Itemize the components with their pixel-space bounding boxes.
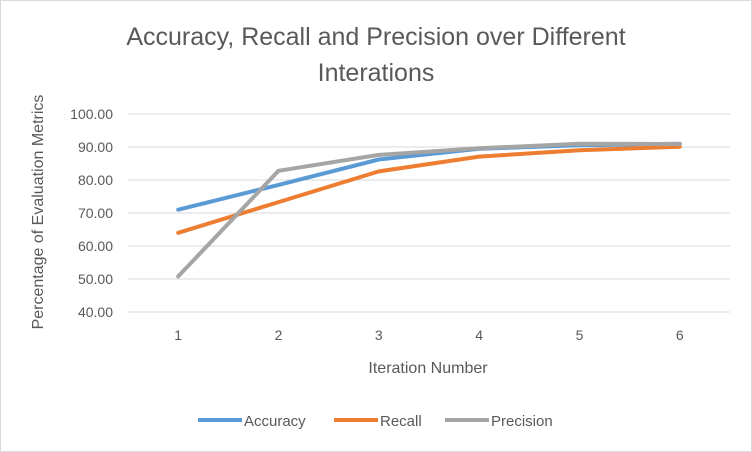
y-tick-label: 50.00 (78, 271, 113, 287)
data-point-precision (378, 154, 380, 156)
legend-label-precision: Precision (491, 413, 553, 430)
x-tick-label: 6 (676, 327, 684, 343)
legend: Accuracy Recall Precision (198, 413, 553, 430)
data-point-precision (278, 170, 279, 172)
y-axis-ticks: 40.00 50.00 60.00 70.00 80.00 90.00 100.00 (70, 106, 113, 320)
y-tick-label: 100.00 (70, 106, 113, 122)
data-point-accuracy (177, 209, 179, 211)
x-tick-label: 3 (375, 327, 383, 343)
data-point-precision (679, 143, 681, 145)
x-tick-label: 4 (475, 327, 483, 343)
data-point-precision (579, 143, 580, 145)
x-axis-ticks: 1 2 3 4 5 6 (174, 327, 684, 343)
x-axis-title: Iteration Number (368, 360, 488, 377)
legend-label-accuracy: Accuracy (244, 413, 306, 430)
data-point-recall (278, 201, 279, 203)
x-tick-label: 5 (576, 327, 584, 343)
series-line-recall (176, 144, 682, 235)
gridlines (128, 113, 730, 313)
y-tick-label: 70.00 (78, 205, 113, 221)
data-point-recall (177, 232, 179, 234)
data-point-recall (378, 170, 380, 172)
y-tick-label: 80.00 (78, 172, 113, 188)
data-point-accuracy (378, 159, 380, 161)
data-point-recall (679, 146, 681, 148)
legend-label-recall: Recall (380, 413, 422, 430)
data-point-accuracy (278, 184, 279, 186)
y-tick-label: 90.00 (78, 139, 113, 155)
y-tick-label: 40.00 (78, 304, 113, 320)
data-point-recall (579, 149, 580, 151)
data-point-precision (177, 275, 179, 277)
series-lines (176, 141, 682, 279)
data-point-precision (478, 147, 480, 149)
chart-title-line-2: Interations (318, 59, 435, 87)
y-tick-label: 60.00 (78, 238, 113, 254)
x-tick-label: 1 (174, 327, 182, 343)
chart-title-line-1: Accuracy, Recall and Precision over Diff… (126, 23, 625, 51)
series-line-precision (176, 141, 682, 279)
x-tick-label: 2 (275, 327, 283, 343)
y-axis-title: Percentage of Evaluation Metrics (30, 95, 47, 330)
data-point-recall (478, 156, 480, 158)
